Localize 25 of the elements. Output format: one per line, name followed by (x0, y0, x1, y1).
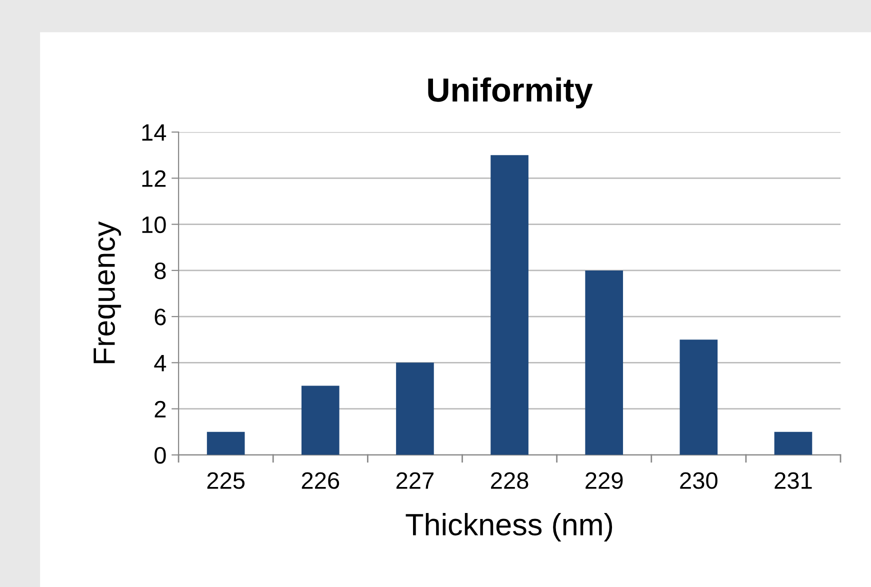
y-tick-label: 4 (154, 354, 166, 372)
x-axis-title: Thickness (nm) (406, 513, 612, 542)
bar (585, 270, 624, 455)
y-tick-label: 12 (142, 170, 166, 187)
y-tick-label: 8 (154, 262, 166, 280)
x-tick-label: 231 (774, 472, 812, 489)
bar (396, 362, 434, 455)
x-tick-label: 227 (396, 472, 434, 489)
bar (301, 386, 340, 455)
y-tick-label: 10 (142, 216, 166, 234)
y-tick-label: 0 (154, 446, 166, 464)
x-tick-label: 225 (207, 472, 245, 489)
bar (490, 155, 528, 455)
bar (680, 340, 718, 455)
y-tick-label: 2 (154, 400, 166, 418)
y-axis-title: Frequency (94, 221, 122, 364)
x-tick-label: 230 (680, 472, 718, 489)
x-tick-label: 229 (586, 472, 623, 489)
x-tick-label: 226 (302, 472, 340, 489)
y-tick-label: 14 (142, 124, 166, 141)
bar (774, 432, 812, 455)
x-tick-label: 228 (491, 472, 528, 489)
y-tick-label: 6 (154, 308, 166, 326)
chart-title: Uniformity (428, 77, 593, 108)
bar (206, 432, 245, 455)
